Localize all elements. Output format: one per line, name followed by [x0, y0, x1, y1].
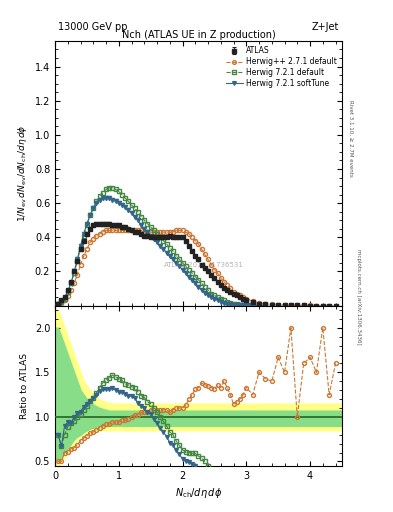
Herwig 7.2.1 default: [113, 186, 118, 193]
Text: Z+Jet: Z+Jet: [312, 22, 339, 32]
Herwig 7.2.1 default: [263, 303, 268, 309]
Y-axis label: $1/N_\mathrm{ev}\,dN_\mathrm{ev}/dN_\mathrm{ch}/d\eta\,d\phi$: $1/N_\mathrm{ev}\,dN_\mathrm{ev}/dN_\mat…: [16, 124, 29, 222]
Herwig 7.2.1 default: [196, 277, 201, 283]
Herwig++ 2.7.1 default: [333, 303, 338, 309]
Herwig 7.2.1 default: [56, 301, 61, 307]
Herwig 7.2.1 softTune: [119, 202, 124, 208]
Herwig++ 2.7.1 default: [110, 227, 115, 233]
Herwig 7.2.1 default: [151, 227, 156, 233]
X-axis label: $N_\mathrm{ch}/d\eta\,d\phi$: $N_\mathrm{ch}/d\eta\,d\phi$: [175, 486, 222, 500]
Herwig 7.2.1 softTune: [196, 284, 201, 290]
Herwig++ 2.7.1 default: [187, 231, 191, 237]
Line: Herwig++ 2.7.1 default: Herwig++ 2.7.1 default: [56, 228, 338, 308]
Line: Herwig 7.2.1 default: Herwig 7.2.1 default: [56, 186, 268, 308]
Text: mcplots.cern.ch [arXiv:1306.3436]: mcplots.cern.ch [arXiv:1306.3436]: [356, 249, 361, 345]
Herwig++ 2.7.1 default: [136, 227, 140, 233]
Herwig 7.2.1 default: [107, 185, 112, 191]
Text: Rivet 3.1.10, ≥ 2.7M events: Rivet 3.1.10, ≥ 2.7M events: [348, 100, 353, 177]
Herwig 7.2.1 softTune: [101, 195, 105, 201]
Herwig 7.2.1 softTune: [250, 303, 255, 309]
Legend: ATLAS, Herwig++ 2.7.1 default, Herwig 7.2.1 default, Herwig 7.2.1 softTune: ATLAS, Herwig++ 2.7.1 default, Herwig 7.…: [224, 45, 338, 90]
Herwig++ 2.7.1 default: [190, 234, 195, 240]
Herwig 7.2.1 default: [119, 191, 124, 198]
Herwig++ 2.7.1 default: [295, 302, 299, 308]
Y-axis label: Ratio to ATLAS: Ratio to ATLAS: [20, 353, 29, 419]
Herwig 7.2.1 softTune: [113, 198, 118, 204]
Herwig++ 2.7.1 default: [107, 227, 112, 233]
Herwig 7.2.1 softTune: [56, 301, 61, 307]
Herwig 7.2.1 softTune: [158, 243, 163, 249]
Title: Nch (ATLAS UE in Z production): Nch (ATLAS UE in Z production): [121, 30, 275, 40]
Herwig 7.2.1 softTune: [257, 303, 261, 309]
Text: ATLAS_2019_I1736531: ATLAS_2019_I1736531: [164, 261, 244, 268]
Herwig++ 2.7.1 default: [104, 227, 108, 233]
Herwig++ 2.7.1 default: [56, 302, 61, 308]
Herwig 7.2.1 default: [257, 302, 261, 308]
Line: Herwig 7.2.1 softTune: Herwig 7.2.1 softTune: [56, 196, 261, 308]
Herwig 7.2.1 softTune: [151, 236, 156, 242]
Text: 13000 GeV pp: 13000 GeV pp: [58, 22, 127, 32]
Herwig 7.2.1 default: [158, 234, 163, 240]
